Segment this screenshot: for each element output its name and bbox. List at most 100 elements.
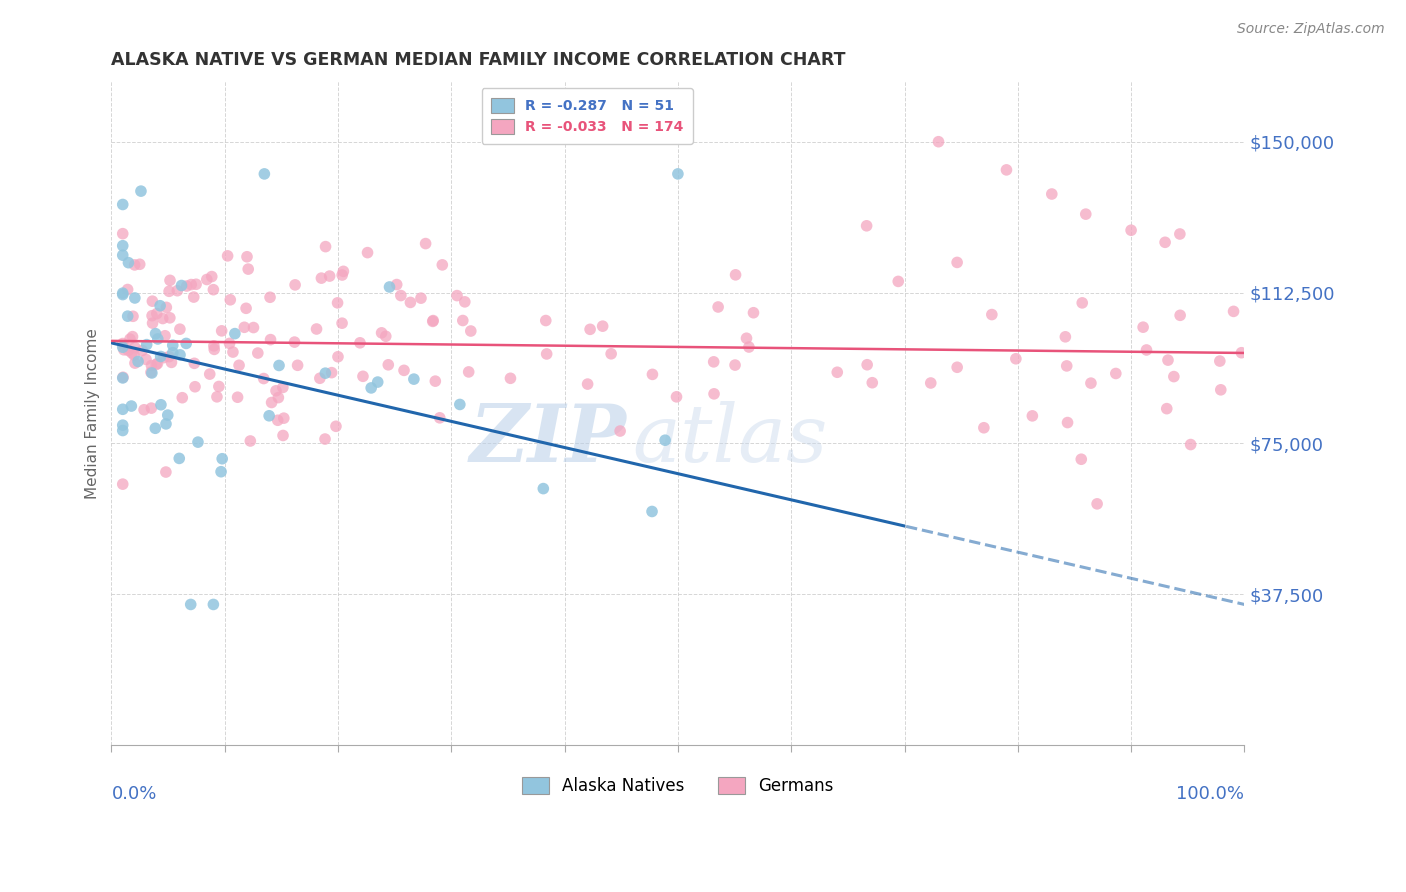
Point xyxy=(112,343,135,357)
Point xyxy=(120,399,142,413)
Point xyxy=(326,350,349,364)
Point xyxy=(425,374,447,388)
Point xyxy=(531,482,554,496)
Point xyxy=(1209,383,1232,397)
Point xyxy=(332,264,354,278)
Point xyxy=(176,279,198,293)
Point xyxy=(1080,376,1102,391)
Point xyxy=(392,363,415,377)
Point xyxy=(141,309,163,323)
Point xyxy=(157,285,180,299)
Point xyxy=(284,277,307,292)
Point xyxy=(1157,353,1180,368)
Point xyxy=(122,310,145,324)
Point xyxy=(111,238,134,252)
Point xyxy=(238,262,260,277)
Point xyxy=(187,435,209,450)
Point xyxy=(367,375,389,389)
Point xyxy=(184,277,207,292)
Point xyxy=(239,434,262,448)
Point xyxy=(1180,437,1202,451)
Point xyxy=(172,391,194,405)
Point xyxy=(167,451,190,466)
Point xyxy=(267,391,290,405)
Point xyxy=(184,380,207,394)
Point xyxy=(233,320,256,334)
Point xyxy=(170,278,193,293)
Point xyxy=(267,413,290,427)
Point xyxy=(180,277,202,292)
Point xyxy=(121,346,143,360)
Point xyxy=(132,402,155,417)
Point xyxy=(321,366,343,380)
Text: ALASKA NATIVE VS GERMAN MEDIAN FAMILY INCOME CORRELATION CHART: ALASKA NATIVE VS GERMAN MEDIAN FAMILY IN… xyxy=(111,51,846,69)
Point xyxy=(460,324,482,338)
Point xyxy=(117,343,139,358)
Point xyxy=(429,410,451,425)
Point xyxy=(703,355,725,369)
Point xyxy=(422,313,444,327)
Point xyxy=(141,401,163,416)
Point xyxy=(305,322,328,336)
Point xyxy=(314,432,336,446)
Point xyxy=(260,395,283,409)
Point xyxy=(409,291,432,305)
Point xyxy=(703,387,725,401)
Point xyxy=(1132,320,1154,334)
Point xyxy=(111,371,134,385)
Point xyxy=(143,421,166,435)
Point xyxy=(226,390,249,404)
Point xyxy=(152,351,174,365)
Point xyxy=(180,598,202,612)
Y-axis label: Median Family Income: Median Family Income xyxy=(86,328,100,499)
Point xyxy=(228,358,250,372)
Point xyxy=(205,390,228,404)
Point xyxy=(149,299,172,313)
Point xyxy=(287,359,309,373)
Legend: Alaska Natives, Germans: Alaska Natives, Germans xyxy=(515,769,842,804)
Point xyxy=(152,311,174,326)
Point xyxy=(1168,227,1191,241)
Point xyxy=(135,352,157,367)
Point xyxy=(111,424,134,438)
Point xyxy=(162,338,184,352)
Point xyxy=(415,236,437,251)
Point xyxy=(111,287,134,301)
Point xyxy=(146,332,169,346)
Point xyxy=(246,346,269,360)
Point xyxy=(124,356,146,370)
Point xyxy=(374,329,396,343)
Point xyxy=(202,343,225,357)
Point xyxy=(273,411,295,425)
Text: 0.0%: 0.0% xyxy=(111,785,157,803)
Point xyxy=(1230,345,1253,359)
Point xyxy=(385,277,408,292)
Point xyxy=(111,336,134,351)
Point xyxy=(1168,308,1191,322)
Point xyxy=(707,300,730,314)
Point xyxy=(534,313,557,327)
Point xyxy=(576,377,599,392)
Point xyxy=(174,336,197,351)
Point xyxy=(1156,401,1178,416)
Point xyxy=(402,372,425,386)
Point xyxy=(855,219,877,233)
Point xyxy=(360,381,382,395)
Point xyxy=(352,369,374,384)
Point xyxy=(920,376,942,390)
Point xyxy=(666,167,689,181)
Point xyxy=(825,365,848,379)
Point xyxy=(146,307,169,321)
Point xyxy=(1119,223,1142,237)
Point xyxy=(211,451,233,466)
Point xyxy=(141,359,163,373)
Point xyxy=(219,293,242,307)
Point xyxy=(129,184,152,198)
Point xyxy=(257,409,280,423)
Point xyxy=(124,291,146,305)
Point xyxy=(1005,351,1028,366)
Point xyxy=(326,296,349,310)
Point xyxy=(211,324,233,338)
Point xyxy=(1056,359,1078,373)
Point xyxy=(202,339,225,353)
